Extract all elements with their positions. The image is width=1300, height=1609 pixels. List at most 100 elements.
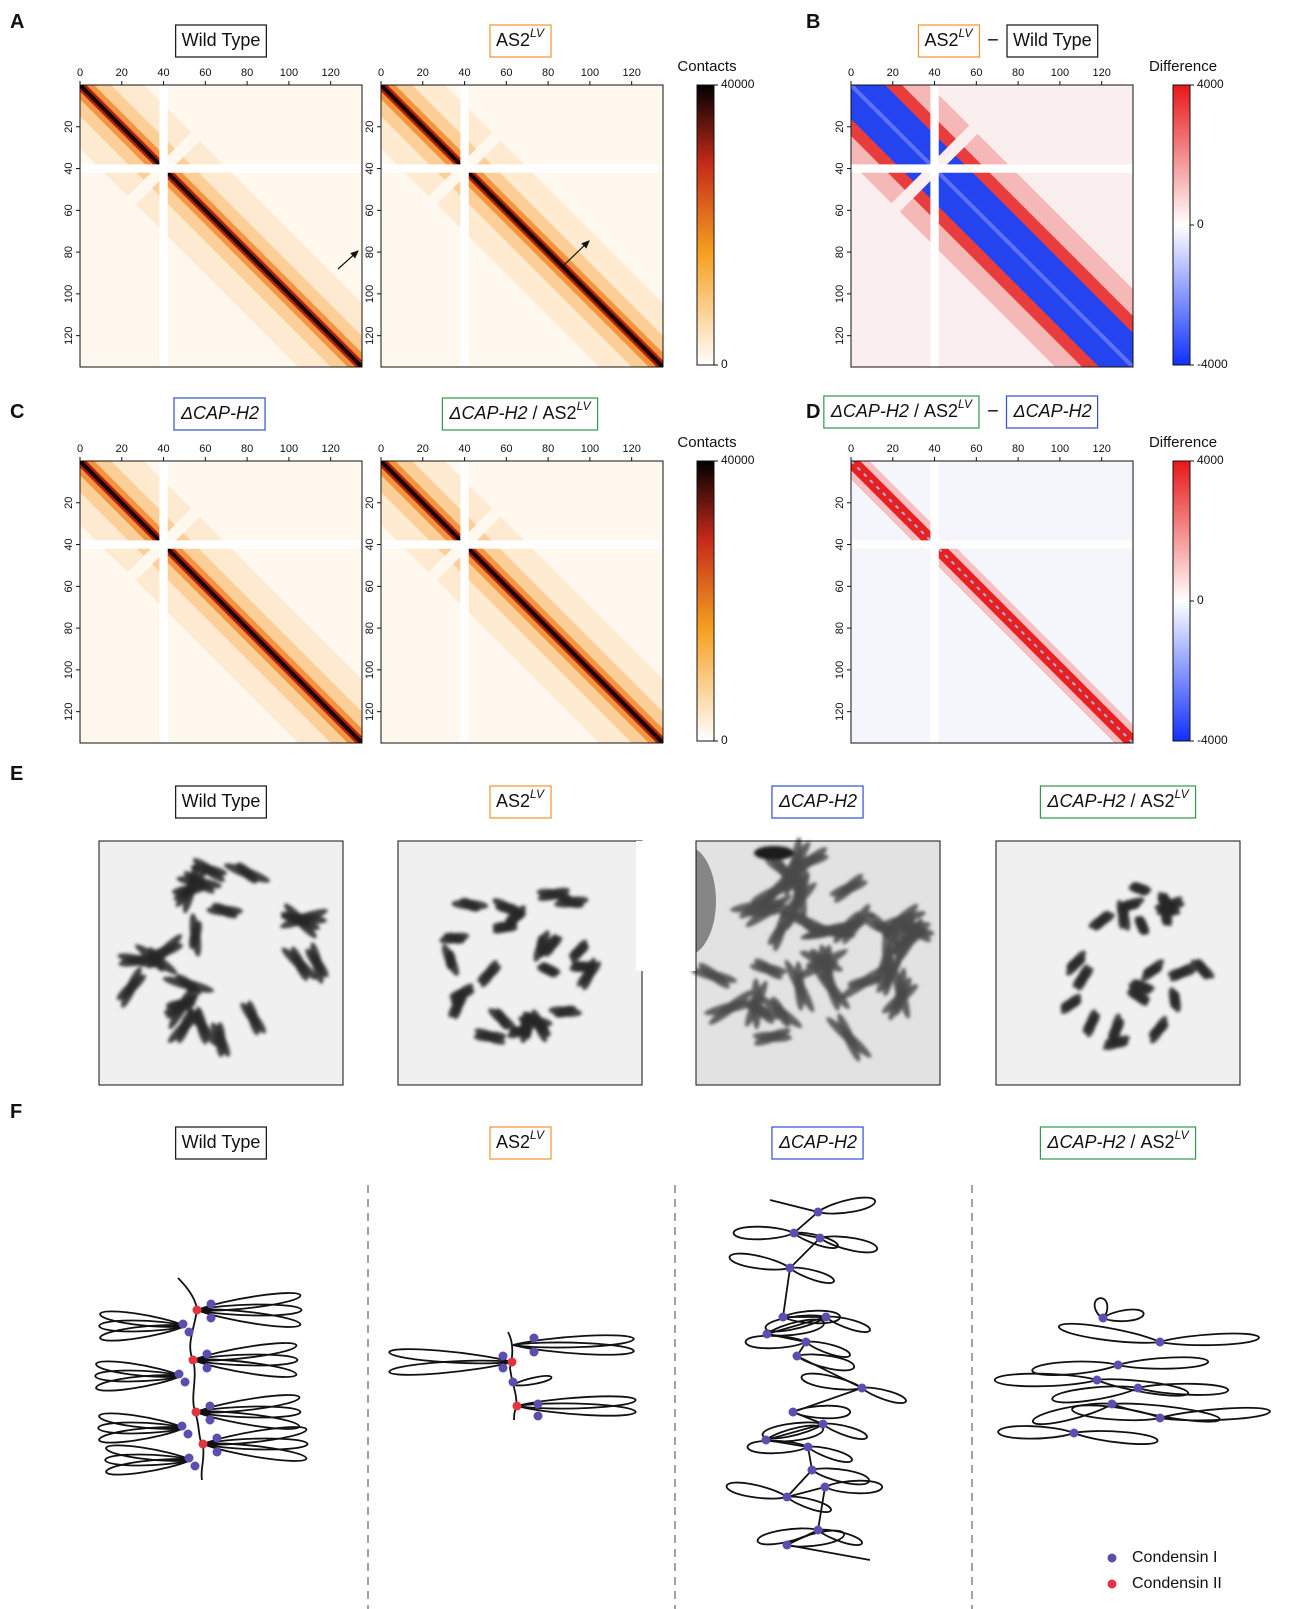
heatmap <box>381 461 663 743</box>
y-tick-label: 120 <box>364 326 376 344</box>
genotype-label: AS2LV <box>917 24 981 58</box>
y-tick-label: 120 <box>364 702 376 720</box>
chromatid <box>531 1009 548 1043</box>
label-part: AS2 <box>924 30 958 50</box>
chromatid <box>746 904 791 918</box>
chromatid <box>698 962 730 989</box>
label-part: AS2 <box>924 401 958 421</box>
genotype-label: ΔCAP-H2 <box>771 785 864 819</box>
y-tick-label: 20 <box>364 121 376 133</box>
y-tick-label: 20 <box>364 497 376 509</box>
diagonal-band <box>381 461 462 542</box>
x-tick-label: 0 <box>848 443 854 455</box>
y-tick-label: 120 <box>834 326 846 344</box>
label-part: LV <box>1175 787 1190 801</box>
diagonal-band <box>166 171 362 367</box>
condensin-dot <box>1098 1313 1108 1323</box>
y-tick-label: 100 <box>834 285 846 303</box>
condensin-dot <box>1113 1360 1123 1370</box>
label-part: AS2 <box>1141 791 1175 811</box>
condensin-dot <box>198 1439 208 1449</box>
genotype-label: ΔCAP-H2/AS2LV <box>823 395 980 429</box>
chromatin-loop <box>786 1495 832 1513</box>
x-tick-label: 100 <box>1051 67 1069 79</box>
chromatid <box>211 902 238 919</box>
chromatin-loop <box>98 1426 185 1444</box>
mask <box>636 841 696 971</box>
chromatid <box>779 882 817 920</box>
label-part: AS2 <box>543 403 577 423</box>
condensin-dot <box>857 1383 867 1393</box>
x-tick-label: 120 <box>321 67 339 79</box>
heatmap <box>381 85 663 367</box>
condensin-dot <box>498 1363 508 1373</box>
label-part: ΔCAP-H2 <box>1013 401 1092 421</box>
chromatid <box>459 897 480 912</box>
stripe <box>381 164 663 173</box>
chromatin-loop <box>861 1386 907 1404</box>
x-tick-label: 60 <box>970 443 982 455</box>
label-box <box>823 395 980 429</box>
chromatid <box>779 864 804 890</box>
genotype-text: Wild Type <box>182 791 261 811</box>
y-tick-label: 60 <box>364 580 376 592</box>
chromatid <box>175 974 201 996</box>
condensin-dot <box>761 1435 771 1445</box>
y-tick-label: 80 <box>834 246 846 258</box>
label-part: AS2 <box>496 791 530 811</box>
y-tick-label: 20 <box>63 121 75 133</box>
chromatid <box>449 987 475 1000</box>
colorbar-tick-label: 40000 <box>721 453 755 467</box>
chromatid <box>474 1028 506 1045</box>
diagonal-band <box>937 171 1133 367</box>
colorbar <box>696 460 715 742</box>
chromatid <box>752 1031 793 1042</box>
genotype-text: ΔCAP-H2 <box>180 403 259 423</box>
genotype-text: ΔCAP-H2 <box>1013 401 1092 421</box>
chromatin-loop <box>388 1359 513 1376</box>
x-tick-label: 40 <box>458 67 470 79</box>
chromatin-loop <box>800 1372 863 1391</box>
chromatin-loop <box>202 1437 309 1451</box>
condensin-dot <box>184 1453 194 1463</box>
chromatid <box>443 932 466 944</box>
chromatin-loop <box>822 1422 868 1440</box>
condensin-dot <box>212 1447 222 1457</box>
heatmap <box>851 85 1133 367</box>
x-tick-label: 0 <box>378 67 384 79</box>
x-tick-label: 120 <box>1092 443 1110 455</box>
micrograph-bg <box>398 841 642 1085</box>
genotype-label: ΔCAP-H2 <box>1005 395 1099 429</box>
chromatin-loop <box>516 1395 637 1410</box>
chromatid <box>569 943 589 959</box>
chromatin-loop <box>764 1314 827 1333</box>
y-tick-label: 100 <box>63 661 75 679</box>
condensin-dot <box>192 1305 202 1315</box>
chromatin-loop <box>192 1358 298 1378</box>
genotype-text: AS2LV <box>496 1128 545 1152</box>
chromatin-loop <box>105 1458 192 1476</box>
diagonal-band <box>851 85 932 166</box>
colorbar-tick-label: 4000 <box>1197 453 1224 467</box>
diagonal-band <box>467 171 663 367</box>
chromatin-loop <box>744 1334 807 1350</box>
chromatid <box>875 931 900 985</box>
chromatid <box>519 1012 532 1044</box>
axis <box>765 1199 871 1561</box>
condensin-dot <box>529 1347 539 1357</box>
y-tick-label: 120 <box>63 326 75 344</box>
x-tick-label: 40 <box>157 443 169 455</box>
heatmap-frame <box>380 84 664 368</box>
chromatid <box>548 1006 582 1017</box>
stripe <box>930 85 939 367</box>
chromatin-loop <box>761 1421 824 1440</box>
chromatin-loop <box>993 1372 1098 1388</box>
colorbar-title: Difference <box>1149 58 1217 75</box>
chromatin-loop <box>792 1404 852 1420</box>
y-tick-label: 60 <box>364 204 376 216</box>
chromatid <box>505 910 526 924</box>
chromatid <box>1066 956 1086 970</box>
colorbar-title: Contacts <box>677 434 736 451</box>
panel-letter: C <box>10 401 24 423</box>
axis <box>507 1331 518 1421</box>
